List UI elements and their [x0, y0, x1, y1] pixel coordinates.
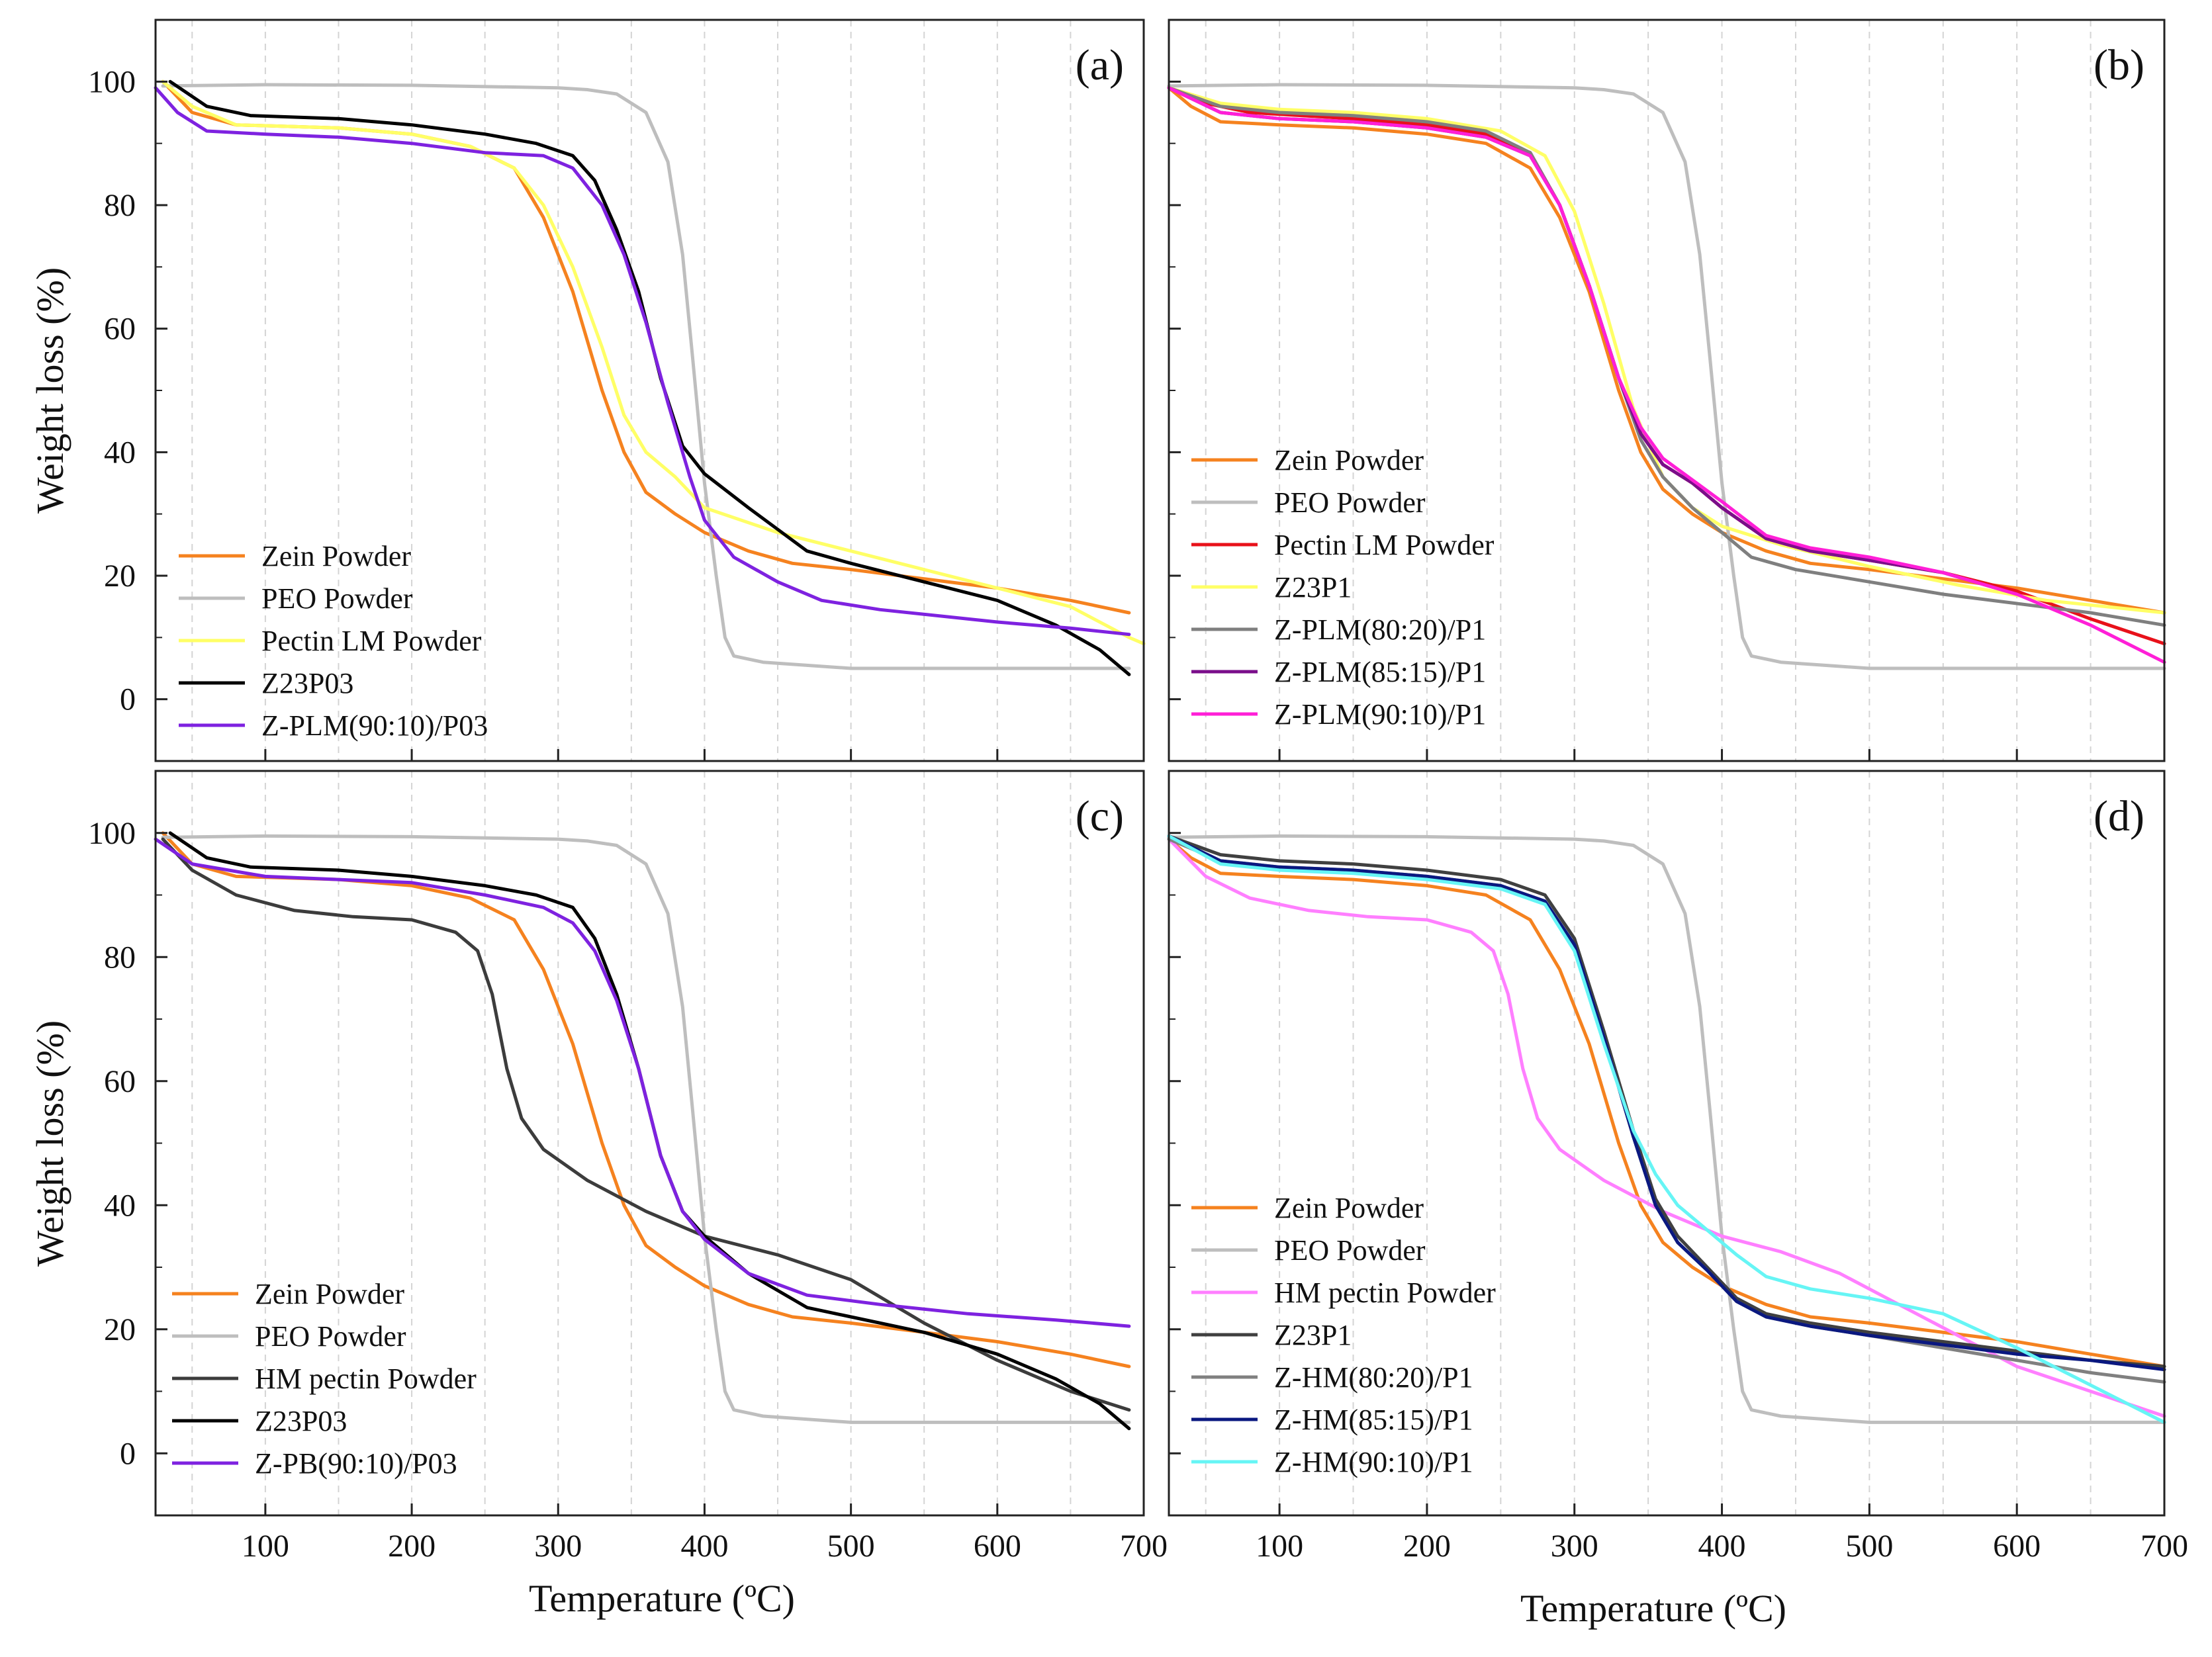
legend-label: Z-PLM(85:15)/P1 [1274, 656, 1486, 688]
series-line [1167, 86, 2166, 627]
legend-label: Pectin LM Powder [1274, 529, 1495, 561]
legend-label: PEO Powder [255, 1320, 406, 1353]
series-line [154, 837, 1131, 1328]
legend-label: PEO Powder [1274, 1234, 1426, 1267]
panel-a: 0 20 40 60 80 100 (a) Zein Powder PEO Powder Pect… [28, 19, 1146, 762]
y-tick-label: 100 [88, 816, 136, 851]
y-tick-label: 20 [104, 1312, 136, 1347]
legend-label: Zein Powder [1274, 444, 1424, 476]
y-axis-title: Weight loss (%) [28, 267, 71, 514]
plot-frame [1168, 19, 2166, 762]
panel-label: (c) [1076, 792, 1124, 840]
legend-label: Zein Powder [261, 540, 411, 572]
y-tick-label: 80 [104, 940, 136, 975]
x-tick-label: 100 [242, 1529, 289, 1564]
legend-label: Zein Powder [1274, 1192, 1424, 1224]
y-tick-label: 0 [120, 1436, 136, 1471]
x-tick-label: 400 [1698, 1529, 1746, 1564]
series-line [1167, 86, 2166, 664]
series-line [161, 834, 1131, 1424]
y-tick-label: 60 [104, 312, 136, 347]
series-line [161, 837, 1131, 1412]
panel-label: (a) [1076, 41, 1124, 89]
legend-label: PEO Powder [1274, 486, 1426, 519]
series-line [161, 83, 1131, 670]
x-tick-label: 200 [1403, 1529, 1451, 1564]
x-tick-label: 600 [974, 1529, 1021, 1564]
series-line [1167, 834, 2166, 1424]
y-tick-label: 20 [104, 559, 136, 594]
legend-label: PEO Powder [261, 582, 413, 615]
x-axis-title: Temperature (ºC) [1520, 1587, 1786, 1630]
x-tick-label: 700 [1120, 1529, 1168, 1564]
legend-label: Z-HM(90:10)/P1 [1274, 1446, 1473, 1478]
series-line [1167, 837, 2166, 1418]
panel-c: 0 20 40 60 80 100 100 200 300 400 500 600 700 (c) Zein… [28, 770, 1168, 1620]
legend-label: Z-HM(85:15)/P1 [1274, 1404, 1473, 1436]
x-axis-title: Temperature (ºC) [529, 1577, 795, 1620]
legend-label: Z23P1 [1274, 571, 1352, 604]
legend-label: HM pectin Powder [255, 1363, 477, 1395]
series-line [1167, 834, 2166, 1368]
legend-label: Z23P03 [261, 667, 353, 699]
series-line [1167, 837, 2166, 1368]
series-line [1167, 834, 2166, 1424]
x-tick-label: 400 [680, 1529, 728, 1564]
x-tick-label: 300 [1551, 1529, 1598, 1564]
legend-label: Z-PLM(90:10)/P1 [1274, 698, 1486, 731]
x-tick-label: 200 [388, 1529, 436, 1564]
legend-label: HM pectin Powder [1274, 1276, 1496, 1309]
series-line [1167, 83, 2166, 670]
x-tick-label: 700 [2141, 1529, 2188, 1564]
x-tick-label: 600 [1993, 1529, 2041, 1564]
x-tick-label: 300 [534, 1529, 582, 1564]
legend-label: Pectin LM Powder [261, 625, 482, 657]
y-tick-label: 0 [120, 682, 136, 717]
legend-label: Z-PB(90:10)/P03 [255, 1447, 457, 1480]
panel-label: (b) [2094, 41, 2144, 89]
legend-label: Z-HM(80:20)/P1 [1274, 1361, 1473, 1394]
series-line [1167, 86, 2166, 615]
series-line [1167, 834, 2166, 1372]
panel-label: (d) [2094, 792, 2144, 840]
plot-frame [154, 770, 1145, 1517]
x-tick-label: 500 [827, 1529, 875, 1564]
x-tick-label: 500 [1845, 1529, 1893, 1564]
y-tick-label: 40 [104, 435, 136, 470]
series-line [154, 86, 1131, 637]
legend-label: Z23P03 [255, 1405, 347, 1437]
legend-label: Z-PLM(90:10)/P03 [261, 709, 488, 742]
panel-b: (b) Zein Powder PEO Powder Pectin LM Powder… [1167, 19, 2166, 762]
legend-label: Zein Powder [255, 1278, 404, 1310]
y-tick-label: 100 [88, 64, 136, 99]
legend-label: Z-PLM(80:20)/P1 [1274, 613, 1486, 646]
series-line [161, 79, 1146, 646]
y-tick-label: 40 [104, 1188, 136, 1223]
y-axis-title: Weight loss (%) [28, 1020, 71, 1267]
y-tick-label: 80 [104, 188, 136, 223]
panel-d: 100 200 300 400 500 600 700 (d) Zein Powder PEO P… [1167, 770, 2188, 1630]
y-tick-label: 60 [104, 1064, 136, 1099]
x-tick-label: 100 [1256, 1529, 1303, 1564]
series-line [161, 79, 1131, 615]
legend-label: Z23P1 [1274, 1319, 1352, 1351]
